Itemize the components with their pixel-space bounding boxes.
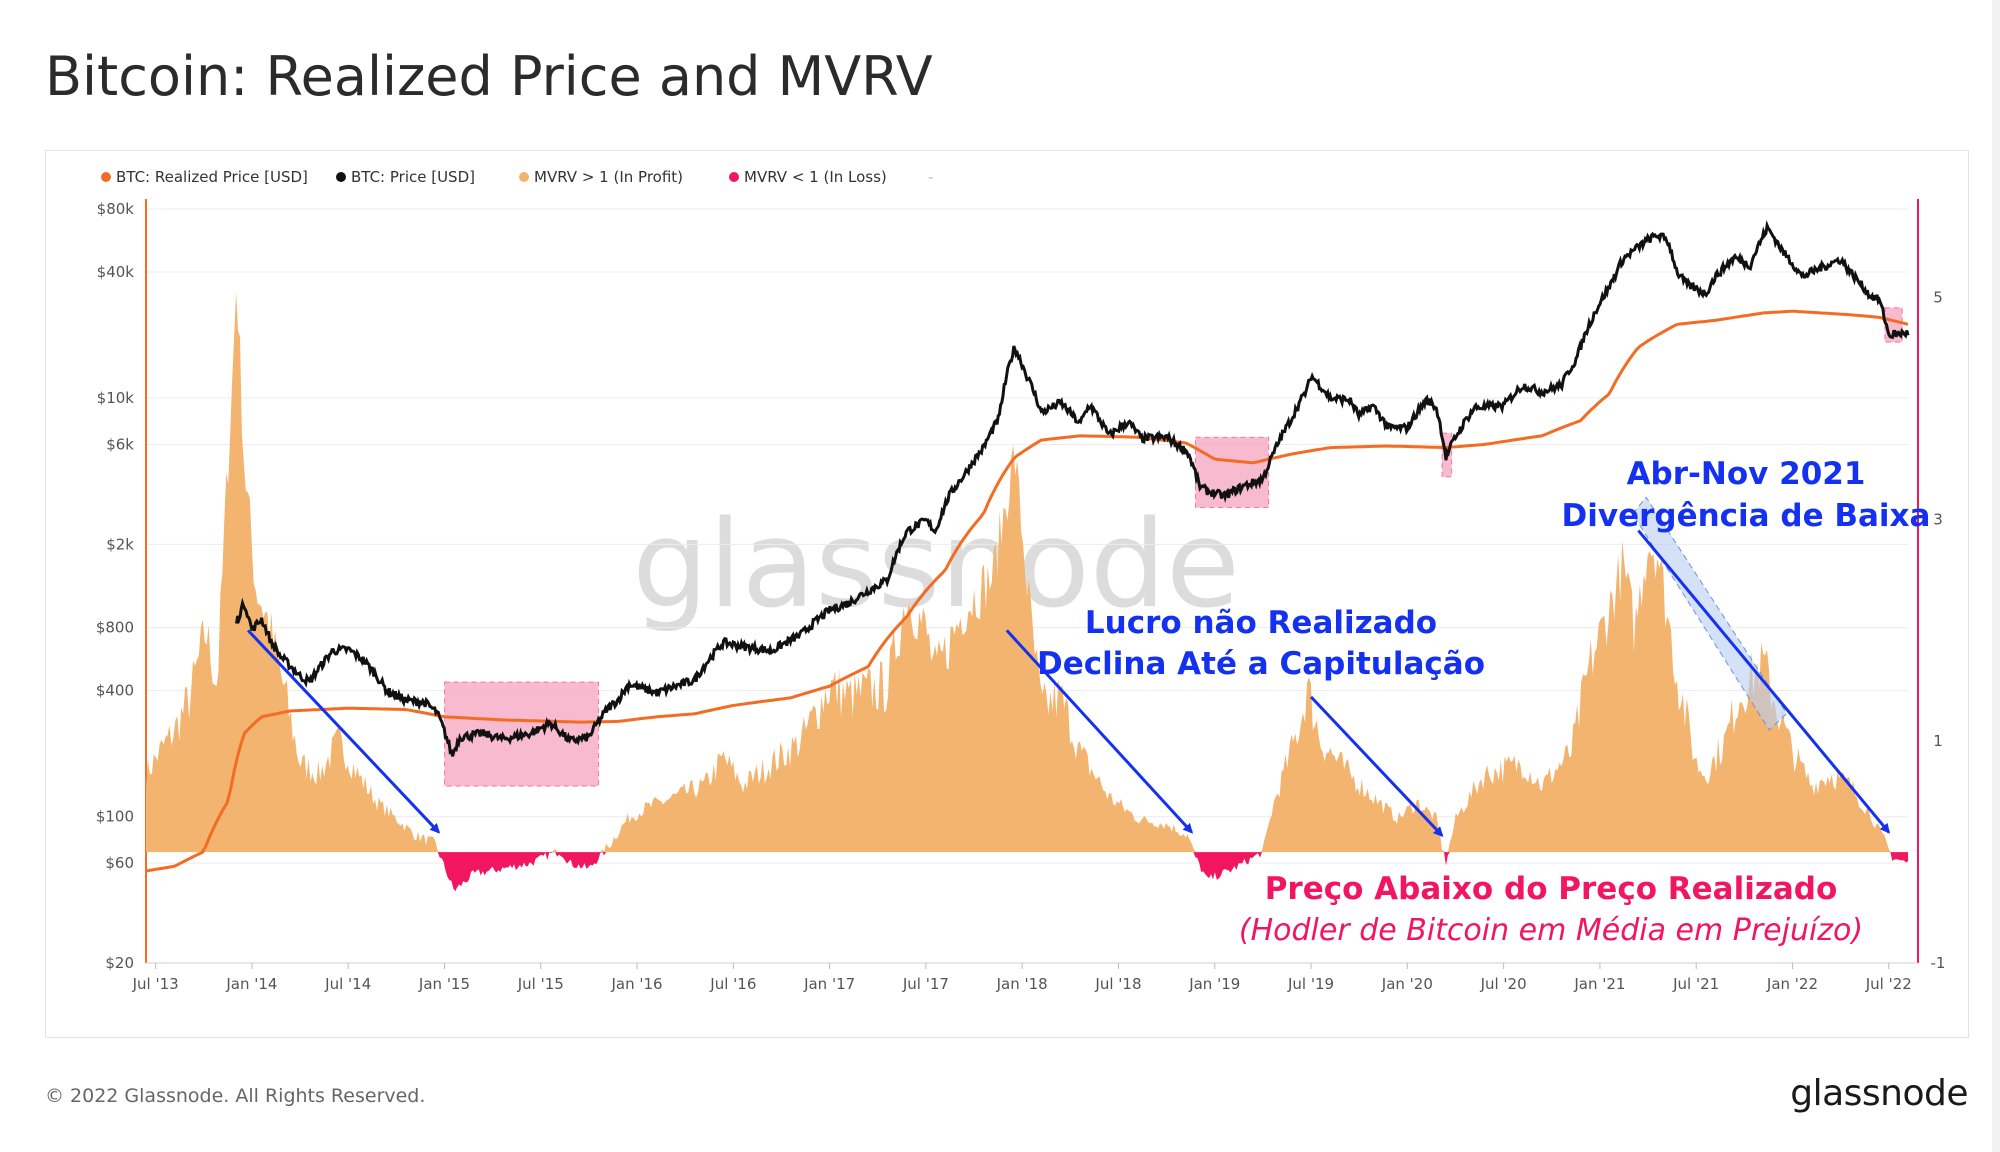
y-axis-right: -1 1 3 5 bbox=[1917, 199, 1946, 972]
x-tick-2: Jul '14 bbox=[324, 975, 371, 993]
y-left-tick-6: $6k bbox=[106, 435, 134, 453]
trend-arrow-2 bbox=[1309, 695, 1444, 837]
page-title: Bitcoin: Realized Price and MVRV bbox=[45, 45, 933, 108]
annotation-unrealized-line1: Lucro não Realizado bbox=[1085, 605, 1437, 641]
x-tick-17: Jan '22 bbox=[1766, 975, 1818, 993]
x-tick-14: Jul '20 bbox=[1480, 975, 1527, 993]
annotation-hodler-loss: (Hodler de Bitcoin em Média em Prejuízo) bbox=[1239, 913, 1863, 948]
x-tick-5: Jan '16 bbox=[610, 975, 662, 993]
x-axis: Jul '13 Jan '14 Jul '14 Jan '15 Jul '15 Jan '… bbox=[132, 962, 1918, 993]
y-right-tick-1: 1 bbox=[1933, 732, 1943, 750]
page-edge bbox=[1992, 0, 2000, 1152]
x-tick-1: Jan '14 bbox=[225, 975, 277, 993]
x-tick-11: Jan '19 bbox=[1188, 975, 1240, 993]
annotation-divergence-line2: Divergência de Baixa bbox=[1562, 498, 1931, 534]
y-left-tick-0: $20 bbox=[105, 954, 134, 972]
x-tick-15: Jan '21 bbox=[1573, 975, 1625, 993]
x-tick-16: Jul '21 bbox=[1672, 975, 1719, 993]
legend-swatch-3 bbox=[729, 172, 739, 182]
legend-label-3: MVRV < 1 (In Loss) bbox=[744, 168, 887, 186]
x-tick-7: Jan '17 bbox=[803, 975, 855, 993]
price-line bbox=[235, 220, 1910, 757]
x-tick-4: Jul '15 bbox=[517, 975, 564, 993]
legend[interactable]: BTC: Realized Price [USD] BTC: Price [USD… bbox=[101, 168, 933, 186]
x-tick-0: Jul '13 bbox=[132, 975, 179, 993]
trend-arrows bbox=[246, 529, 1891, 837]
highlight-box-1 bbox=[1194, 436, 1270, 508]
copyright-footer: © 2022 Glassnode. All Rights Reserved. bbox=[45, 1085, 426, 1107]
y-left-tick-1: $60 bbox=[105, 854, 134, 872]
annotation-divergence-line1: Abr-Nov 2021 bbox=[1627, 456, 1866, 492]
chart-svg: BTC: Realized Price [USD] BTC: Price [USD… bbox=[96, 168, 1946, 993]
legend-swatch-1 bbox=[336, 172, 346, 182]
mvrv-profit-area bbox=[146, 291, 1908, 853]
x-tick-8: Jul '17 bbox=[902, 975, 949, 993]
y-left-tick-2: $100 bbox=[96, 808, 134, 826]
x-tick-13: Jan '20 bbox=[1381, 975, 1433, 993]
annotation-below-realized: Preço Abaixo do Preço Realizado bbox=[1265, 871, 1838, 907]
brand-logo[interactable]: glassnode bbox=[1790, 1073, 1968, 1114]
y-right-tick-3: 5 bbox=[1933, 289, 1943, 307]
x-tick-18: Jul '22 bbox=[1865, 975, 1912, 993]
trend-arrow-0 bbox=[246, 629, 441, 834]
legend-label-2: MVRV > 1 (In Profit) bbox=[534, 168, 683, 186]
trend-arrow-3 bbox=[1637, 529, 1891, 834]
y-left-tick-5: $2k bbox=[106, 535, 134, 553]
y-right-tick-2: 3 bbox=[1933, 510, 1943, 528]
y-left-tick-9: $80k bbox=[97, 200, 135, 218]
watermark-text: glassnode bbox=[632, 496, 1240, 635]
x-tick-12: Jul '19 bbox=[1287, 975, 1334, 993]
y-left-tick-8: $40k bbox=[97, 263, 135, 281]
legend-label-1: BTC: Price [USD] bbox=[351, 168, 475, 186]
legend-swatch-2 bbox=[519, 172, 529, 182]
annotation-unrealized-line2: Declina Até a Capitulação bbox=[1037, 646, 1485, 682]
mvrv-loss-area bbox=[146, 852, 1908, 892]
trend-arrow-1 bbox=[1005, 629, 1193, 834]
legend-label-0: BTC: Realized Price [USD] bbox=[116, 168, 308, 186]
legend-swatch-0 bbox=[101, 172, 111, 182]
divergence-box bbox=[1632, 496, 1788, 731]
y-left-tick-3: $400 bbox=[96, 682, 134, 700]
x-tick-6: Jul '16 bbox=[709, 975, 756, 993]
y-right-tick-0: -1 bbox=[1931, 954, 1946, 972]
x-tick-10: Jul '18 bbox=[1094, 975, 1141, 993]
y-left-tick-4: $800 bbox=[96, 619, 134, 637]
y-left-tick-7: $10k bbox=[97, 389, 135, 407]
legend-extra: - bbox=[928, 168, 933, 186]
chart-panel: BTC: Realized Price [USD] BTC: Price [USD… bbox=[45, 150, 1969, 1038]
x-tick-3: Jan '15 bbox=[418, 975, 470, 993]
x-tick-9: Jan '18 bbox=[996, 975, 1048, 993]
y-axis-left: $20 $60 $100 $400 $800 $2k $6k $10k $40k $80k bbox=[96, 199, 147, 972]
